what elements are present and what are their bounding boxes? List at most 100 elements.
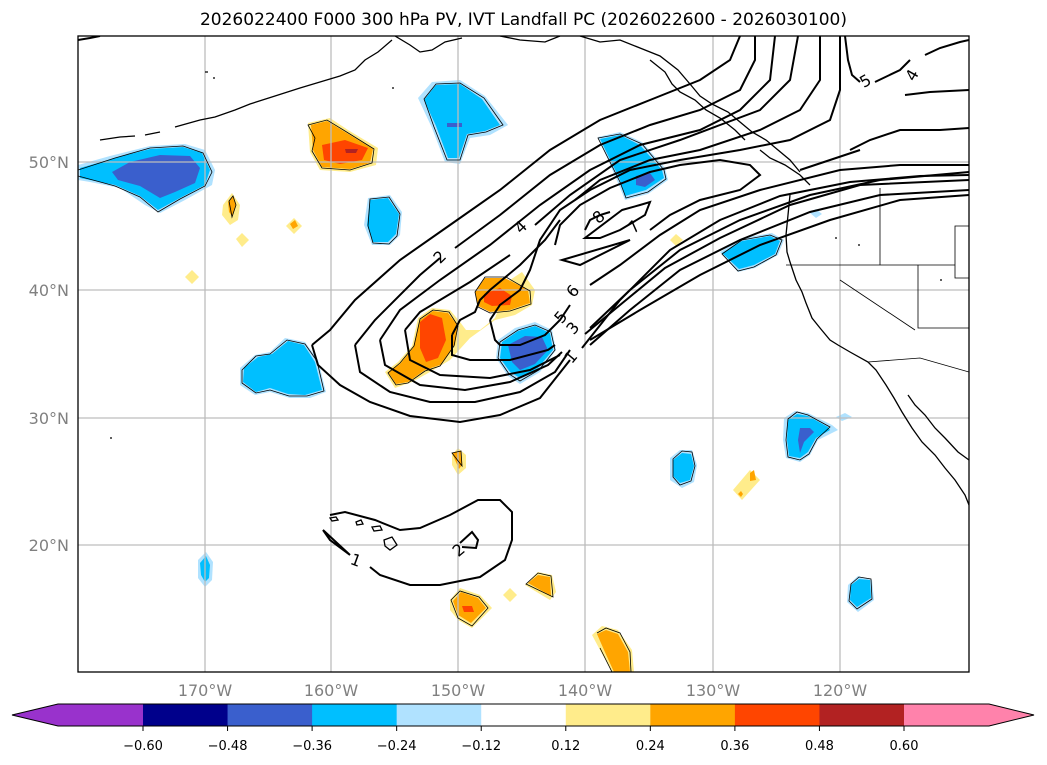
pv-outline xyxy=(307,119,375,171)
coastline-aleutians xyxy=(99,39,393,141)
colorbar-segment xyxy=(312,704,398,726)
pv-outline xyxy=(497,324,556,382)
coastline-baja-east xyxy=(907,394,969,461)
ivt-contour-upper xyxy=(844,36,969,83)
pv-patch-positive xyxy=(462,606,474,612)
pv-patch-negative xyxy=(112,155,200,198)
lon-tick-label: 120°W xyxy=(813,681,868,700)
colorbar-tick-label: −0.60 xyxy=(123,739,163,754)
colorbar-tick-label: −0.48 xyxy=(208,739,248,754)
colorbar-segment xyxy=(734,704,820,726)
colorbar-segment xyxy=(481,704,567,726)
colorbar-tick-label: 0.48 xyxy=(805,739,834,754)
map-area: 1 2 3 4 5 6 7 8 1 2 5 4 xyxy=(78,36,969,672)
pv-patch-negative xyxy=(798,428,814,453)
coastline-alaska xyxy=(394,36,801,173)
colorbar-extend-max xyxy=(904,704,1034,726)
pv-outline xyxy=(241,339,325,397)
ivt-contour-5 xyxy=(451,194,969,361)
colorbar-tick-label: 0.60 xyxy=(890,739,919,754)
ivt-contour-2 xyxy=(354,36,756,346)
lat-tick-label: 30°N xyxy=(29,409,69,428)
coastline-hawaii xyxy=(328,516,398,551)
pv-patch-negative xyxy=(367,198,399,242)
gridlines xyxy=(78,36,969,672)
pv-patch-positive xyxy=(420,314,446,362)
lon-tick-label: 160°W xyxy=(304,681,359,700)
ivt-contour-3 xyxy=(379,36,776,341)
ivt-contour-7 xyxy=(554,158,762,267)
lat-tick-label: 50°N xyxy=(29,153,69,172)
pv-outline xyxy=(525,572,554,598)
ivt-contour-6 xyxy=(489,164,969,346)
pv-patch-positive xyxy=(236,233,249,247)
pv-patch-positive xyxy=(670,234,683,246)
lon-tick-label: 140°W xyxy=(558,681,613,700)
pv-outline xyxy=(597,133,667,199)
ivt-contour-4 xyxy=(404,189,969,380)
pv-patch-positive xyxy=(738,491,743,497)
lat-tick-label: 40°N xyxy=(29,281,69,300)
ivt-contour-5 xyxy=(451,36,821,336)
coastline-dots xyxy=(110,71,942,439)
pv-patch-positive xyxy=(185,270,199,284)
colorbar-outline xyxy=(11,703,1035,727)
pv-outline xyxy=(450,590,489,627)
pv-outline xyxy=(848,576,873,610)
ivt-contour-8 xyxy=(582,200,652,239)
pv-patch-positive xyxy=(290,220,298,229)
ivt-contour-2 xyxy=(354,171,969,403)
colorbar-segment xyxy=(819,704,905,726)
pv-outline xyxy=(721,234,783,272)
pv-outline xyxy=(423,82,504,161)
pv-outline xyxy=(228,195,237,219)
colorbar: −0.60 −0.48 −0.36 −0.24 −0.12 0.12 0.24 0.36 0.4… xyxy=(11,703,1035,754)
pv-patch-positive xyxy=(597,630,630,672)
pv-patch-positive xyxy=(503,588,517,602)
colorbar-tick-label: 0.24 xyxy=(636,739,665,754)
ivt-contour-1 xyxy=(311,36,741,346)
pv-patch-positive xyxy=(750,470,756,481)
ivt-contour-4 xyxy=(404,36,799,331)
ivt-contour-hawaii-1 xyxy=(322,499,513,586)
pv-patch-positive xyxy=(228,196,236,216)
colorbar-segment xyxy=(227,704,313,726)
colorbar-segment xyxy=(396,704,482,726)
state-borders xyxy=(786,188,969,373)
colorbar-segment xyxy=(143,704,229,726)
lon-tick-labels: 170°W 160°W 150°W 140°W 130°W 120°W xyxy=(178,681,868,700)
colorbar-tick-label: 0.36 xyxy=(720,739,749,754)
colorbar-tick-label: 0.12 xyxy=(551,739,580,754)
pv-outline xyxy=(785,411,831,461)
pv-outline xyxy=(451,450,463,468)
pv-outline xyxy=(78,145,213,213)
chart-title: 2026022400 F000 300 hPa PV, IVT Landfall… xyxy=(199,10,847,30)
colorbar-tick-label: −0.24 xyxy=(377,739,417,754)
pv-patch-negative xyxy=(673,453,694,483)
colorbar-segment xyxy=(565,704,651,726)
ivt-contour-upper xyxy=(904,89,969,96)
coastline-west-us xyxy=(785,194,969,506)
pv-patch-positive xyxy=(322,140,368,164)
pv-patch-negative xyxy=(722,236,780,269)
lon-tick-label: 130°W xyxy=(686,681,741,700)
pv-patch-positive xyxy=(528,575,551,596)
colorbar-tick-label: −0.12 xyxy=(461,739,501,754)
pv-outline-contours xyxy=(78,82,873,672)
lon-tick-label: 170°W xyxy=(178,681,233,700)
pv-outline xyxy=(672,450,696,486)
colorbar-extend-min xyxy=(12,704,143,726)
pv-patch-negative xyxy=(447,123,462,127)
colorbar-segment xyxy=(650,704,736,726)
coastlines xyxy=(99,36,969,551)
pv-outline xyxy=(367,196,401,245)
lat-tick-labels: 50°N 40°N 30°N 20°N xyxy=(29,153,69,555)
lat-tick-label: 20°N xyxy=(29,536,69,555)
ivt-contour-3 xyxy=(379,179,969,392)
pv-patch-positive xyxy=(345,149,358,153)
ivt-contour-6 xyxy=(489,36,841,321)
pv-patch-negative xyxy=(424,84,500,158)
lon-tick-label: 150°W xyxy=(431,681,486,700)
ivt-contour-hawaii-2 xyxy=(459,530,480,550)
